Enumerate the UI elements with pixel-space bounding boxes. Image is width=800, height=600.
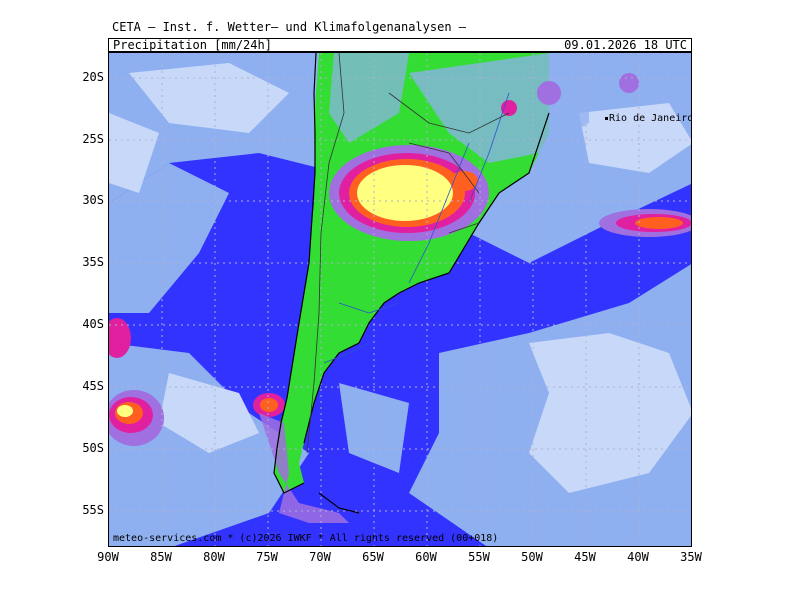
graticule <box>109 53 691 546</box>
country-borders <box>306 53 510 454</box>
lon-tick-70w: 70W <box>309 550 331 564</box>
city-marker-rio <box>605 117 608 120</box>
chart-title: CETA – Inst. f. Wetter– und Klimafolgena… <box>112 20 467 34</box>
lat-tick-25s: 25S <box>82 132 104 146</box>
pacific-band-precip <box>109 318 164 446</box>
coastline <box>273 53 360 514</box>
info-bar: Precipitation [mm/24h] 09.01.2026 18 UTC <box>108 38 692 52</box>
land-precip-north <box>409 53 589 163</box>
valid-time: 09.01.2026 18 UTC <box>564 38 687 52</box>
lon-tick-75w: 75W <box>256 550 278 564</box>
lon-tick-40w: 40W <box>627 550 649 564</box>
city-label-rio: Rio de Janeiro <box>609 113 692 124</box>
credit-line: meteo-services.com * (c)2026 IWKF * All … <box>113 533 499 544</box>
lon-tick-55w: 55W <box>468 550 490 564</box>
map-canvas <box>109 53 691 546</box>
lighter-precip-layer <box>109 63 691 493</box>
lon-tick-60w: 60W <box>415 550 437 564</box>
lat-tick-35s: 35S <box>82 255 104 269</box>
lon-tick-50w: 50W <box>521 550 543 564</box>
heavy-precip-core <box>329 145 489 241</box>
lat-tick-20s: 20S <box>82 70 104 84</box>
lat-tick-45s: 45S <box>82 379 104 393</box>
field-label: Precipitation [mm/24h] <box>113 38 272 52</box>
chile-coast-precip <box>253 393 349 523</box>
lat-tick-40s: 40S <box>82 317 104 331</box>
atlantic-band-precip <box>599 209 691 237</box>
atlantic-coastline <box>303 112 550 444</box>
precipitation-map: Rio de Janeiro meteo-services.com * (c)2… <box>108 52 692 547</box>
lon-tick-90w: 90W <box>97 550 119 564</box>
lat-tick-50s: 50S <box>82 441 104 455</box>
lon-tick-45w: 45W <box>574 550 596 564</box>
lon-tick-80w: 80W <box>203 550 225 564</box>
rivers <box>323 92 510 364</box>
lon-tick-65w: 65W <box>362 550 384 564</box>
lat-tick-55s: 55S <box>82 503 104 517</box>
lon-tick-85w: 85W <box>150 550 172 564</box>
land-precip-northwest <box>329 53 409 143</box>
lon-tick-35w: 35W <box>680 550 702 564</box>
lat-tick-30s: 30S <box>82 193 104 207</box>
